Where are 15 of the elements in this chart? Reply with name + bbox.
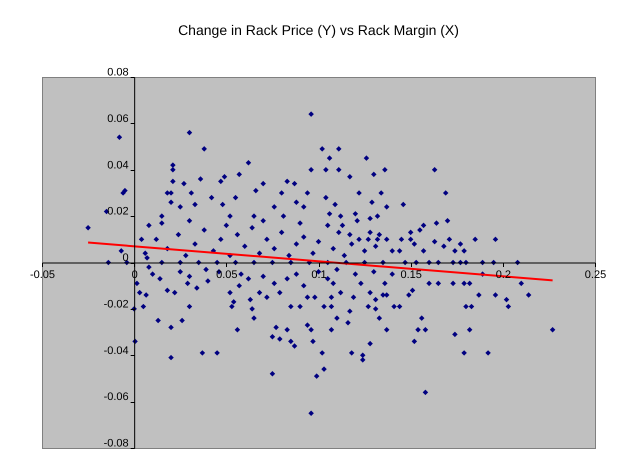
y-tick-label: -0.04 [104, 344, 129, 357]
x-tick-label: 0.05 [216, 269, 238, 281]
y-tick-label: 0 [122, 252, 129, 264]
chart-title: Change in Rack Price (Y) vs Rack Margin (X) [178, 22, 459, 38]
y-tick-label: 0.06 [107, 112, 129, 125]
x-tick-label: 0.15 [400, 269, 422, 281]
y-tick-label: 0.04 [107, 159, 129, 172]
x-tick-label: 0.25 [584, 269, 606, 281]
y-tick-label: 0.08 [107, 66, 129, 78]
x-tick-label: -0.05 [30, 269, 56, 281]
x-tick-label: 0.1 [311, 269, 327, 281]
y-tick-label: -0.02 [104, 298, 129, 310]
y-tick-label: 0.02 [107, 206, 129, 218]
y-tick-label: -0.08 [104, 438, 129, 450]
y-tick-label: -0.06 [104, 391, 129, 404]
